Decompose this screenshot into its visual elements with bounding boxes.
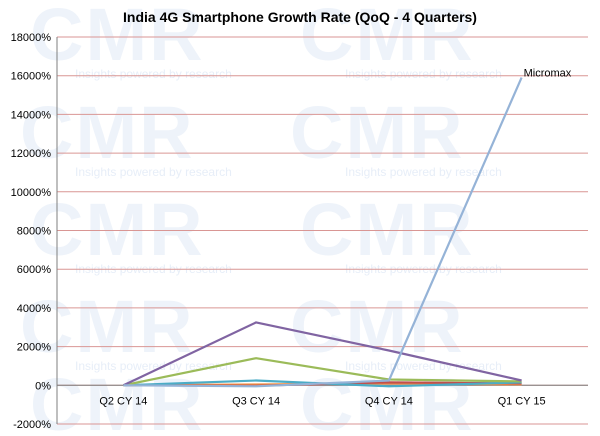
- x-tick-label: Q2 CY 14: [99, 395, 147, 407]
- series-line: [122, 321, 522, 387]
- y-tick-label: 18000%: [11, 32, 52, 44]
- x-tick-label: Q4 CY 14: [365, 395, 413, 407]
- y-tick-label: 0%: [35, 380, 51, 392]
- watermark-tagline-text: Insights powered by research: [75, 359, 232, 373]
- watermark-tagline-text: Insights powered by research: [75, 165, 232, 179]
- watermark-logo-text: CMR: [20, 285, 195, 368]
- x-tick-labels: Q2 CY 14 Q3 CY 14 Q4 CY 14 Q1 CY 15: [99, 395, 545, 407]
- data-label-micromax: Micromax: [524, 68, 572, 80]
- chart-title: India 4G Smartphone Growth Rate (QoQ - 4…: [123, 9, 477, 25]
- y-tick-label: 4000%: [17, 303, 51, 315]
- watermark-logo-text: CMR: [300, 188, 475, 271]
- watermark-tagline-text: Insights powered by research: [345, 359, 502, 373]
- y-tick-label: 10000%: [11, 187, 52, 199]
- y-tick-label: 14000%: [11, 109, 52, 121]
- watermark-tagline-text: Insights powered by research: [345, 165, 502, 179]
- watermark-tagline-text: Insights powered by research: [75, 67, 232, 81]
- y-tick-label: 2000%: [17, 342, 51, 354]
- annotations: Micromax: [524, 68, 572, 80]
- y-tick-label: 6000%: [17, 264, 51, 276]
- y-tick-label: 8000%: [17, 226, 51, 238]
- series-lines: [122, 77, 523, 388]
- y-tick-label: -2000%: [13, 419, 51, 431]
- y-tick-label: 12000%: [11, 148, 52, 160]
- watermark-logo-text: CMR: [30, 0, 205, 76]
- series-line-micromax: [123, 77, 523, 388]
- watermark-logo-text: CMR: [30, 188, 205, 271]
- watermark-logo-text: CMR: [20, 91, 195, 174]
- watermark-logo-text: CMR: [300, 0, 475, 76]
- x-tick-label: Q1 CY 15: [498, 395, 546, 407]
- y-tick-labels: -2000% 0% 2000% 4000% 6000% 8000% 10000% 12000%…: [11, 32, 52, 431]
- watermark-logo-text: CMR: [290, 91, 465, 174]
- series-line: [123, 357, 522, 387]
- x-tick-label: Q3 CY 14: [232, 395, 280, 407]
- y-tick-label: 16000%: [11, 71, 52, 83]
- watermark-logo-text: CMR: [290, 285, 465, 368]
- watermark-tagline-text: Insights powered by research: [345, 67, 502, 81]
